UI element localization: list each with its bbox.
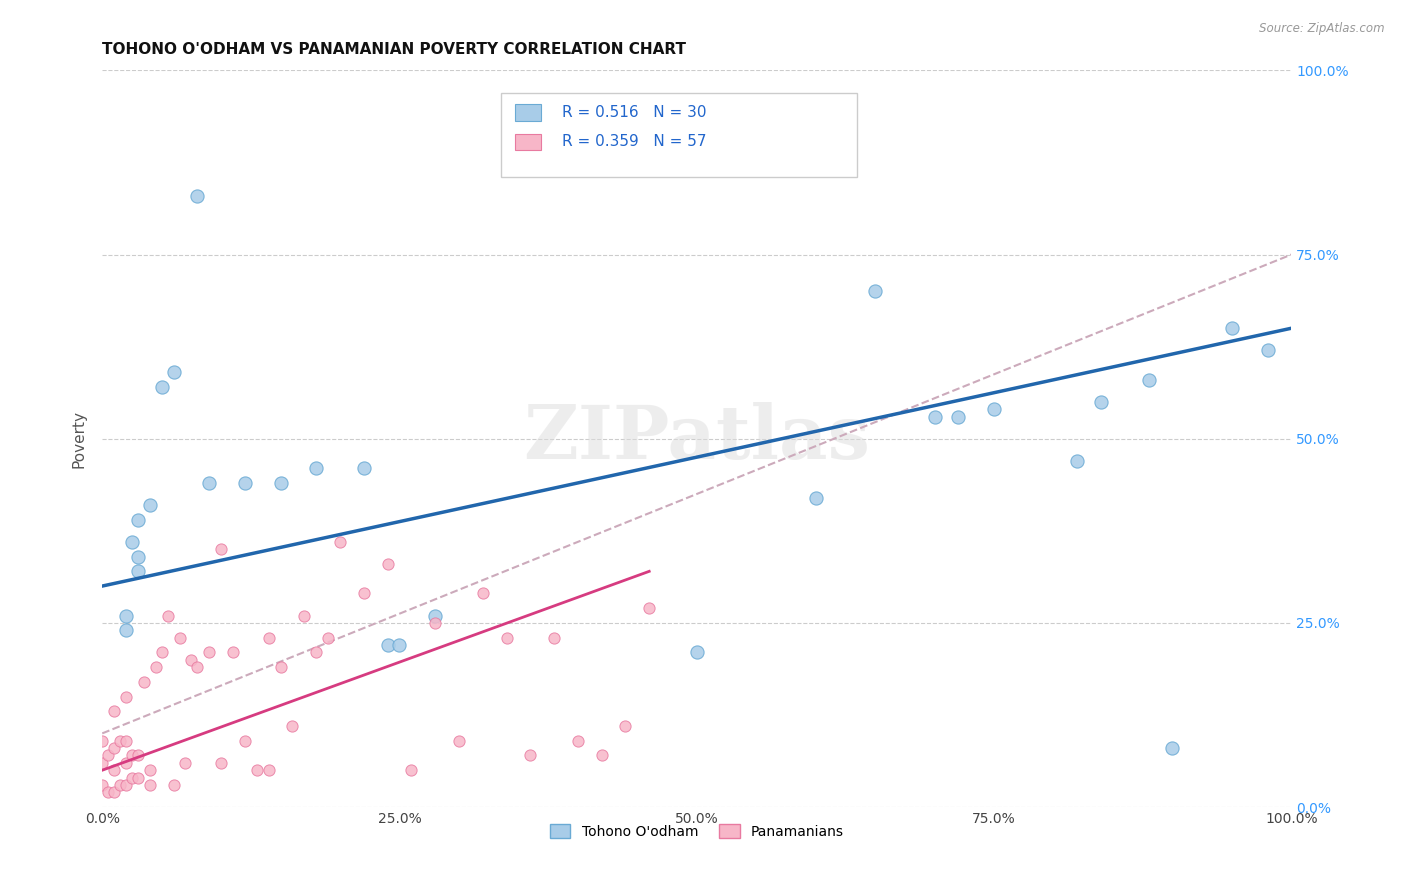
Text: R = 0.359   N = 57: R = 0.359 N = 57 — [562, 135, 707, 149]
Point — [139, 498, 162, 512]
Point — [353, 586, 375, 600]
Point — [209, 542, 232, 557]
Point — [543, 631, 565, 645]
Point — [103, 785, 125, 799]
Point — [1161, 741, 1184, 756]
Point — [233, 733, 256, 747]
Point — [91, 756, 114, 770]
Point — [924, 409, 946, 424]
Text: TOHONO O'ODHAM VS PANAMANIAN POVERTY CORRELATION CHART: TOHONO O'ODHAM VS PANAMANIAN POVERTY COR… — [103, 42, 686, 57]
Point — [174, 756, 197, 770]
Point — [127, 771, 149, 785]
Point — [567, 733, 589, 747]
Point — [270, 475, 292, 490]
Point — [495, 631, 517, 645]
Point — [425, 608, 447, 623]
Point — [1090, 395, 1112, 409]
Point — [121, 748, 143, 763]
Point — [103, 704, 125, 718]
Point — [353, 461, 375, 475]
Point — [329, 534, 352, 549]
Point — [686, 645, 709, 659]
Point — [305, 645, 328, 659]
Point — [425, 615, 447, 630]
Point — [186, 188, 208, 202]
Point — [121, 771, 143, 785]
Point — [127, 549, 149, 564]
Point — [316, 631, 339, 645]
Point — [305, 461, 328, 475]
Point — [115, 756, 138, 770]
Point — [471, 586, 494, 600]
Point — [1137, 373, 1160, 387]
Point — [1066, 454, 1088, 468]
Point — [401, 763, 423, 777]
Point — [983, 402, 1005, 417]
Text: Source: ZipAtlas.com: Source: ZipAtlas.com — [1260, 22, 1385, 36]
FancyBboxPatch shape — [515, 134, 541, 150]
Point — [257, 631, 280, 645]
Point — [388, 638, 411, 652]
Point — [115, 778, 138, 792]
Point — [863, 285, 886, 299]
Point — [127, 748, 149, 763]
Point — [198, 645, 221, 659]
Point — [103, 763, 125, 777]
Point — [270, 660, 292, 674]
Point — [91, 733, 114, 747]
Point — [150, 645, 173, 659]
Point — [115, 733, 138, 747]
Point — [1257, 343, 1279, 358]
Point — [591, 748, 613, 763]
Point — [150, 380, 173, 394]
Point — [162, 366, 184, 380]
Point — [121, 534, 143, 549]
Point — [519, 748, 541, 763]
FancyBboxPatch shape — [501, 93, 858, 178]
Point — [132, 674, 155, 689]
Point — [209, 756, 232, 770]
Point — [222, 645, 245, 659]
Point — [139, 763, 162, 777]
Point — [108, 778, 131, 792]
Point — [127, 513, 149, 527]
Point — [233, 475, 256, 490]
FancyBboxPatch shape — [515, 104, 541, 120]
Point — [115, 608, 138, 623]
Point — [377, 638, 399, 652]
Point — [246, 763, 269, 777]
Point — [1220, 321, 1243, 335]
Point — [156, 608, 179, 623]
Point — [162, 778, 184, 792]
Point — [948, 409, 970, 424]
Point — [198, 475, 221, 490]
Point — [447, 733, 470, 747]
Point — [180, 653, 202, 667]
Point — [281, 719, 304, 733]
Point — [804, 491, 827, 505]
Point — [292, 608, 315, 623]
Point — [638, 601, 661, 615]
Point — [91, 778, 114, 792]
Point — [115, 690, 138, 704]
Point — [377, 557, 399, 571]
Point — [97, 785, 120, 799]
Point — [103, 741, 125, 756]
Point — [186, 660, 208, 674]
Point — [139, 778, 162, 792]
Point — [257, 763, 280, 777]
Point — [108, 733, 131, 747]
Point — [145, 660, 167, 674]
Y-axis label: Poverty: Poverty — [72, 409, 86, 467]
Legend: Tohono O'odham, Panamanians: Tohono O'odham, Panamanians — [544, 818, 849, 845]
Text: R = 0.516   N = 30: R = 0.516 N = 30 — [562, 105, 707, 120]
Point — [169, 631, 191, 645]
Point — [97, 748, 120, 763]
Point — [127, 565, 149, 579]
Text: ZIPatlas: ZIPatlas — [523, 402, 870, 475]
Point — [115, 624, 138, 638]
Point — [614, 719, 637, 733]
